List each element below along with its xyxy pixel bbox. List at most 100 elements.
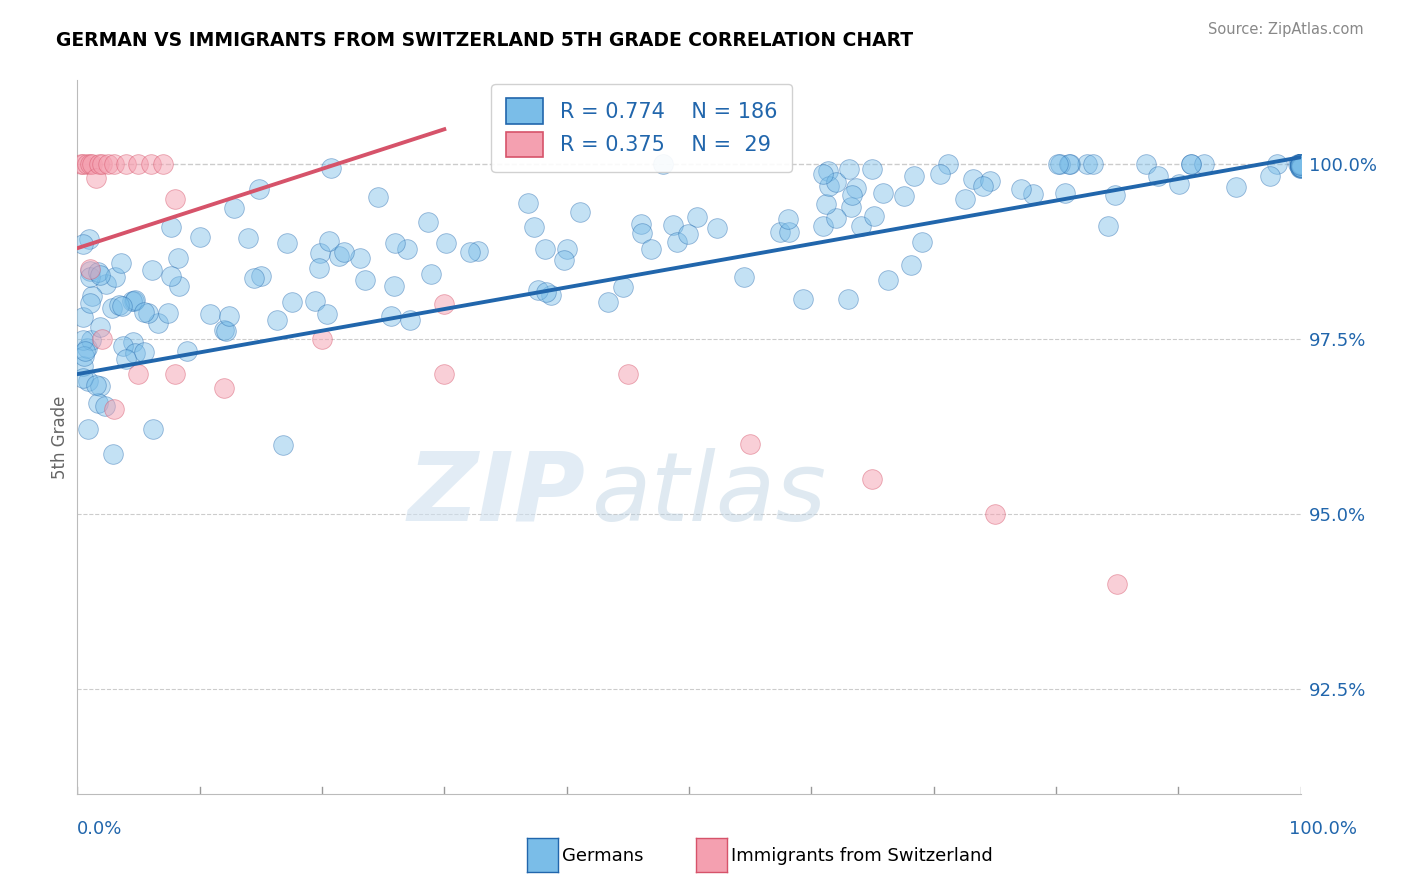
Point [242, 270, 264, 285]
Legend: R = 0.774    N = 186, R = 0.375    N =  29: R = 0.774 N = 186, R = 0.375 N = 29 [492, 84, 792, 172]
Point [165, 192, 187, 206]
Point [1180, 157, 1202, 171]
Point [79, 263, 101, 277]
Point [169, 279, 191, 293]
Point [90, 157, 112, 171]
Point [955, 192, 977, 206]
Point [1057, 157, 1080, 171]
Point [849, 219, 872, 233]
Point [825, 175, 848, 189]
Point [156, 306, 179, 320]
Point [72, 349, 94, 363]
Point [540, 288, 562, 302]
Point [792, 292, 814, 306]
Point [75, 343, 97, 358]
Point [276, 235, 298, 250]
Point [984, 507, 1007, 521]
Point [416, 214, 439, 228]
Y-axis label: 5th Grade: 5th Grade [51, 395, 69, 479]
Point [1289, 157, 1312, 171]
Point [111, 299, 134, 313]
Point [433, 367, 456, 381]
Point [111, 338, 134, 352]
Point [132, 304, 155, 318]
Point [686, 211, 709, 225]
Point [553, 252, 575, 267]
Point [900, 258, 922, 272]
Point [79, 269, 101, 284]
Point [962, 172, 984, 186]
Point [533, 242, 555, 256]
Point [1146, 169, 1168, 183]
Point [778, 212, 800, 227]
Point [103, 270, 125, 285]
Point [1289, 158, 1312, 172]
Point [76, 422, 98, 436]
Point [1289, 158, 1312, 172]
Point [740, 437, 762, 451]
Point [70, 157, 93, 171]
Point [304, 294, 326, 309]
Point [612, 280, 634, 294]
Point [877, 273, 900, 287]
Point [128, 157, 150, 171]
Point [79, 296, 101, 310]
Point [218, 309, 240, 323]
Point [79, 157, 101, 171]
Point [1289, 157, 1312, 171]
Point [818, 179, 841, 194]
Text: 0.0%: 0.0% [77, 820, 122, 838]
Point [1286, 157, 1309, 171]
Point [1289, 157, 1312, 171]
Point [1289, 157, 1312, 171]
Point [80, 157, 103, 171]
Point [1289, 161, 1312, 175]
Point [311, 332, 333, 346]
Point [568, 205, 591, 219]
Point [77, 232, 100, 246]
Point [1022, 186, 1045, 201]
Text: GERMAN VS IMMIGRANTS FROM SWITZERLAND 5TH GRADE CORRELATION CHART: GERMAN VS IMMIGRANTS FROM SWITZERLAND 5T… [56, 31, 914, 50]
Point [87, 396, 110, 410]
Point [598, 294, 620, 309]
Point [121, 293, 143, 308]
Point [1167, 177, 1189, 191]
Point [662, 218, 685, 232]
Point [1289, 157, 1312, 171]
Point [1192, 157, 1215, 171]
Point [1289, 157, 1312, 171]
Point [979, 174, 1001, 188]
Point [1059, 157, 1081, 171]
Point [1289, 157, 1312, 171]
Point [76, 157, 98, 171]
Point [250, 268, 273, 283]
Point [212, 323, 235, 337]
Point [1288, 157, 1310, 171]
Point [1053, 186, 1076, 200]
Point [395, 242, 418, 256]
Point [1289, 161, 1312, 175]
Point [1289, 157, 1312, 171]
Point [1288, 157, 1310, 171]
Point [467, 244, 489, 259]
Point [652, 157, 675, 171]
Point [124, 293, 146, 307]
Point [146, 317, 169, 331]
Point [122, 294, 145, 309]
Point [94, 277, 117, 292]
Point [862, 472, 884, 486]
Point [176, 343, 198, 358]
Point [1289, 160, 1312, 174]
Point [128, 367, 150, 381]
Point [817, 163, 839, 178]
Point [972, 178, 994, 193]
Point [72, 237, 94, 252]
Point [152, 157, 174, 171]
Point [280, 295, 302, 310]
Point [122, 335, 145, 350]
Point [1260, 169, 1282, 183]
Point [76, 341, 98, 355]
Point [236, 231, 259, 245]
Point [1289, 158, 1312, 172]
Point [108, 298, 131, 312]
